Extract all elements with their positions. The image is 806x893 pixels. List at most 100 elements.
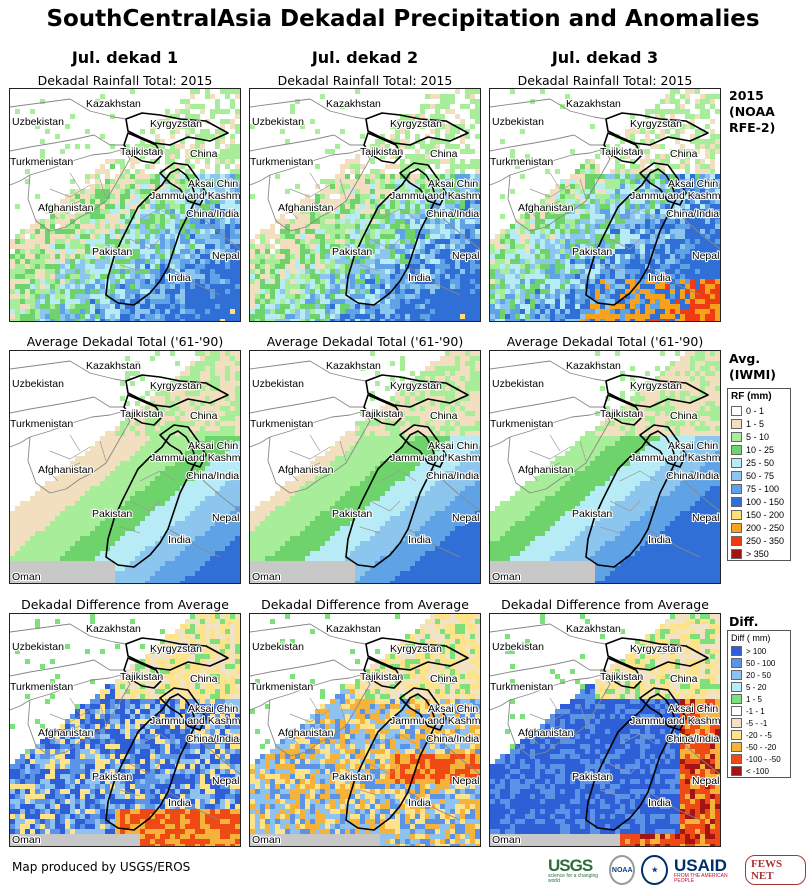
map-label-turkmenistan: Turkmenistan — [250, 681, 313, 693]
pakistan-outline — [585, 168, 677, 306]
rainfall-legend-label: 5 - 10 — [746, 431, 770, 442]
map-label-china: China — [430, 673, 458, 685]
map-label-nepal: Nepal — [452, 775, 479, 787]
map-label-india: India — [408, 797, 431, 809]
map-label-pakistan: Pakistan — [332, 771, 372, 783]
uzbekistan-border — [250, 659, 364, 677]
map-label-tajikistan: Tajikistan — [360, 146, 403, 158]
map-panel-diff-3: Kazakhstan Uzbekistan Kyrgyzstan Tajikistan… — [489, 613, 721, 847]
map-label-nepal: Nepal — [692, 250, 719, 262]
pakistan-outline — [105, 693, 197, 831]
afghanistan-border — [27, 410, 131, 494]
panel-title: Dekadal Difference from Average — [261, 597, 469, 612]
map-label-turkmenistan: Turkmenistan — [10, 156, 73, 168]
rainfall-legend-swatch — [731, 548, 742, 559]
pakistan-outline — [345, 168, 437, 306]
kyrgyzstan-outline — [125, 112, 229, 146]
uzbekistan-border — [10, 659, 124, 677]
afghanistan-border — [507, 673, 611, 757]
rainfall-legend-swatch — [731, 496, 742, 507]
kyrgyzstan-outline — [365, 112, 469, 146]
rainfall-legend-header: RF (mm) — [731, 391, 772, 402]
difference-legend-item: 1 - 5 — [728, 693, 790, 705]
difference-legend-swatch — [731, 742, 742, 752]
kashmir-outline — [399, 162, 447, 206]
kyrgyzstan-outline — [605, 112, 709, 146]
map-label-afghanistan: Afghanistan — [278, 202, 334, 214]
map-label-jammu-kashmir: Jammu and Kashmir — [630, 190, 720, 202]
map-label-uzbekistan: Uzbekistan — [492, 116, 544, 128]
map-label-kyrgyzstan: Kyrgyzstan — [390, 380, 442, 392]
map-label-tajikistan: Tajikistan — [120, 146, 163, 158]
difference-legend-item: 20 - 50 — [728, 669, 790, 681]
rainfall-legend-swatch — [731, 405, 742, 416]
map-label-uzbekistan: Uzbekistan — [252, 378, 304, 390]
difference-legend-label: 20 - 50 — [746, 670, 771, 680]
map-label-kazakhstan: Kazakhstan — [86, 623, 141, 635]
pakistan-outline — [345, 693, 437, 831]
map-label-china-india: China/India — [666, 470, 719, 482]
map-label-oman: Oman — [12, 834, 41, 846]
tajikistan-outline — [363, 657, 403, 689]
usaid-tagline: FROM THE AMERICAN PEOPLE — [674, 872, 728, 884]
india-border — [647, 468, 720, 558]
map-label-aksai-chin: Aksai Chin — [668, 703, 718, 715]
difference-legend-header: Diff ( mm) — [731, 633, 771, 643]
difference-legend-label: -50 - -20 — [746, 742, 777, 752]
row-label-avg: Avg. (IWMI) — [729, 351, 776, 383]
uzbekistan-border — [250, 134, 364, 152]
map-label-afghanistan: Afghanistan — [38, 202, 94, 214]
logo-strip: USGS science for a changing world NOAA ★… — [548, 855, 806, 885]
map-label-turkmenistan: Turkmenistan — [10, 681, 73, 693]
map-label-india: India — [408, 272, 431, 284]
india-border — [167, 731, 240, 821]
difference-legend-item: 5 - 20 — [728, 681, 790, 693]
map-label-turkmenistan: Turkmenistan — [490, 418, 553, 430]
map-label-pakistan: Pakistan — [92, 246, 132, 258]
panel-title: Average Dekadal Total ('61-'90) — [506, 334, 704, 349]
panel-title: Dekadal Rainfall Total: 2015 — [37, 73, 213, 88]
difference-legend-swatch — [731, 754, 742, 764]
map-label-nepal: Nepal — [212, 250, 239, 262]
turkmenistan-border — [10, 174, 31, 186]
map-label-aksai-chin: Aksai Chin — [668, 440, 718, 452]
kashmir-outline — [399, 687, 447, 731]
precip-raster — [250, 351, 480, 583]
row-label-line: (IWMI) — [729, 367, 776, 382]
column-title-1: Jul. dekad 1 — [71, 48, 179, 67]
map-svg: Kazakhstan Uzbekistan Kyrgyzstan Tajikistan… — [10, 89, 240, 321]
map-svg: Kazakhstan Uzbekistan Kyrgyzstan Tajikistan… — [490, 614, 720, 846]
turkmenistan-border — [250, 699, 271, 711]
map-label-nepal: Nepal — [692, 775, 719, 787]
turkmenistan-border — [10, 436, 31, 448]
map-label-aksai-chin: Aksai Chin — [188, 440, 238, 452]
tajikistan-outline — [363, 394, 403, 426]
uzbekistan-border — [10, 134, 124, 152]
map-label-oman: Oman — [492, 834, 521, 846]
panel-title: Average Dekadal Total ('61-'90) — [26, 334, 224, 349]
panel-title: Average Dekadal Total ('61-'90) — [266, 334, 464, 349]
map-label-afghanistan: Afghanistan — [518, 202, 574, 214]
map-label-pakistan: Pakistan — [92, 508, 132, 520]
uzbekistan-border — [490, 659, 604, 677]
kazakhstan-border — [10, 360, 127, 382]
map-label-kyrgyzstan: Kyrgyzstan — [630, 643, 682, 655]
map-label-tajikistan: Tajikistan — [120, 408, 163, 420]
pakistan-outline — [105, 168, 197, 306]
rainfall-legend-swatch — [731, 509, 742, 520]
difference-legend-swatch — [731, 694, 742, 704]
map-label-kyrgyzstan: Kyrgyzstan — [150, 643, 202, 655]
afghanistan-border — [507, 410, 611, 494]
noaa-logo: NOAA — [608, 855, 636, 885]
map-label-oman: Oman — [492, 571, 521, 583]
rainfall-legend-label: 25 - 50 — [746, 457, 775, 468]
pakistan-outline — [345, 430, 437, 568]
pakistan-outline — [105, 430, 197, 568]
map-label-india: India — [168, 534, 191, 546]
kyrgyzstan-outline — [125, 637, 229, 671]
map-panel-total-1: Kazakhstan Uzbekistan Kyrgyzstan Tajikistan… — [9, 88, 241, 322]
map-label-aksai-chin: Aksai Chin — [428, 178, 478, 190]
kashmir-outline — [159, 162, 207, 206]
panel-title: Dekadal Difference from Average — [21, 597, 229, 612]
map-label-china: China — [670, 673, 698, 685]
